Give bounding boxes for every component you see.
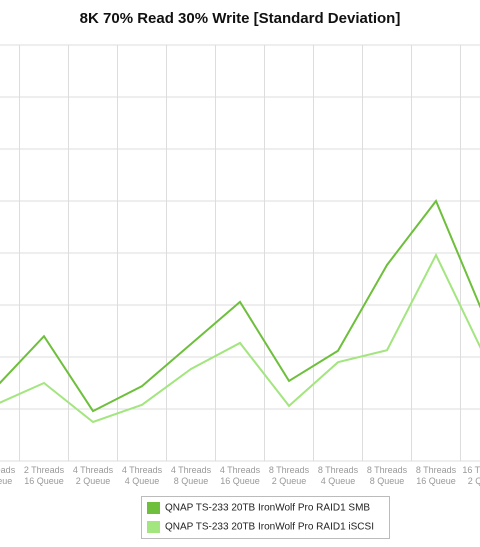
- x-tick-label: 4 Threads 16 Queue: [220, 465, 261, 486]
- x-tick-label-line: 2 Queue: [76, 476, 111, 486]
- x-tick-label-line: 8 Queue: [174, 476, 209, 486]
- series-line: [0, 199, 480, 413]
- x-tick-label-line: 4 Threads: [220, 465, 261, 475]
- x-tick-label-line: 16 Queue: [24, 476, 64, 486]
- x-tick-label-line: 16 Queue: [220, 476, 260, 486]
- x-tick-label-line: 8 Threads: [367, 465, 408, 475]
- x-tick-label-line: 4 Queue: [321, 476, 356, 486]
- x-tick-label: 8 Threads 4 Queue: [318, 465, 359, 486]
- x-tick-label-line: 8 Queue: [370, 476, 405, 486]
- x-tick-label-line: 8 Threads: [269, 465, 310, 475]
- x-tick-label-line: 2 Threads: [0, 465, 16, 475]
- x-tick-label-line: 2 Threads: [24, 465, 65, 475]
- x-tick-label-line: 8 Threads: [416, 465, 457, 475]
- x-tick-label: 8 Threads 2 Queue: [269, 465, 310, 486]
- legend-swatch: [147, 521, 160, 533]
- x-tick-label: 4 Threads 8 Queue: [171, 465, 212, 486]
- x-tick-label-line: 8 Threads: [318, 465, 359, 475]
- legend-swatch: [147, 502, 160, 514]
- legend-label: QNAP TS-233 20TB IronWolf Pro RAID1 SMB: [165, 503, 370, 514]
- x-tick-label-line: 8 Queue: [0, 476, 12, 486]
- x-tick-label: 4 Threads 2 Queue: [73, 465, 114, 486]
- x-tick-label-line: 16 Threads: [462, 465, 480, 475]
- x-tick-label: 2 Threads 16 Queue: [24, 465, 65, 486]
- legend-label: QNAP TS-233 20TB IronWolf Pro RAID1 iSCS…: [165, 522, 374, 533]
- chart-title: 8K 70% Read 30% Write [Standard Deviatio…: [80, 10, 401, 27]
- x-tick-label-line: 4 Threads: [73, 465, 114, 475]
- x-tick-label: 4 Threads 4 Queue: [122, 465, 163, 486]
- x-tick-label-line: 2 Queue: [272, 476, 307, 486]
- x-tick-label-line: 4 Threads: [171, 465, 212, 475]
- x-tick-label-line: 4 Queue: [125, 476, 160, 486]
- series-line: [0, 252, 480, 424]
- x-tick-label-line: 2 Queue: [468, 476, 480, 486]
- legend: [141, 496, 390, 539]
- x-tick-label: 8 Threads 8 Queue: [367, 465, 408, 486]
- x-tick-label: 8 Threads 16 Queue: [416, 465, 457, 486]
- x-tick-label-line: 16 Queue: [416, 476, 456, 486]
- x-tick-label-line: 4 Threads: [122, 465, 163, 475]
